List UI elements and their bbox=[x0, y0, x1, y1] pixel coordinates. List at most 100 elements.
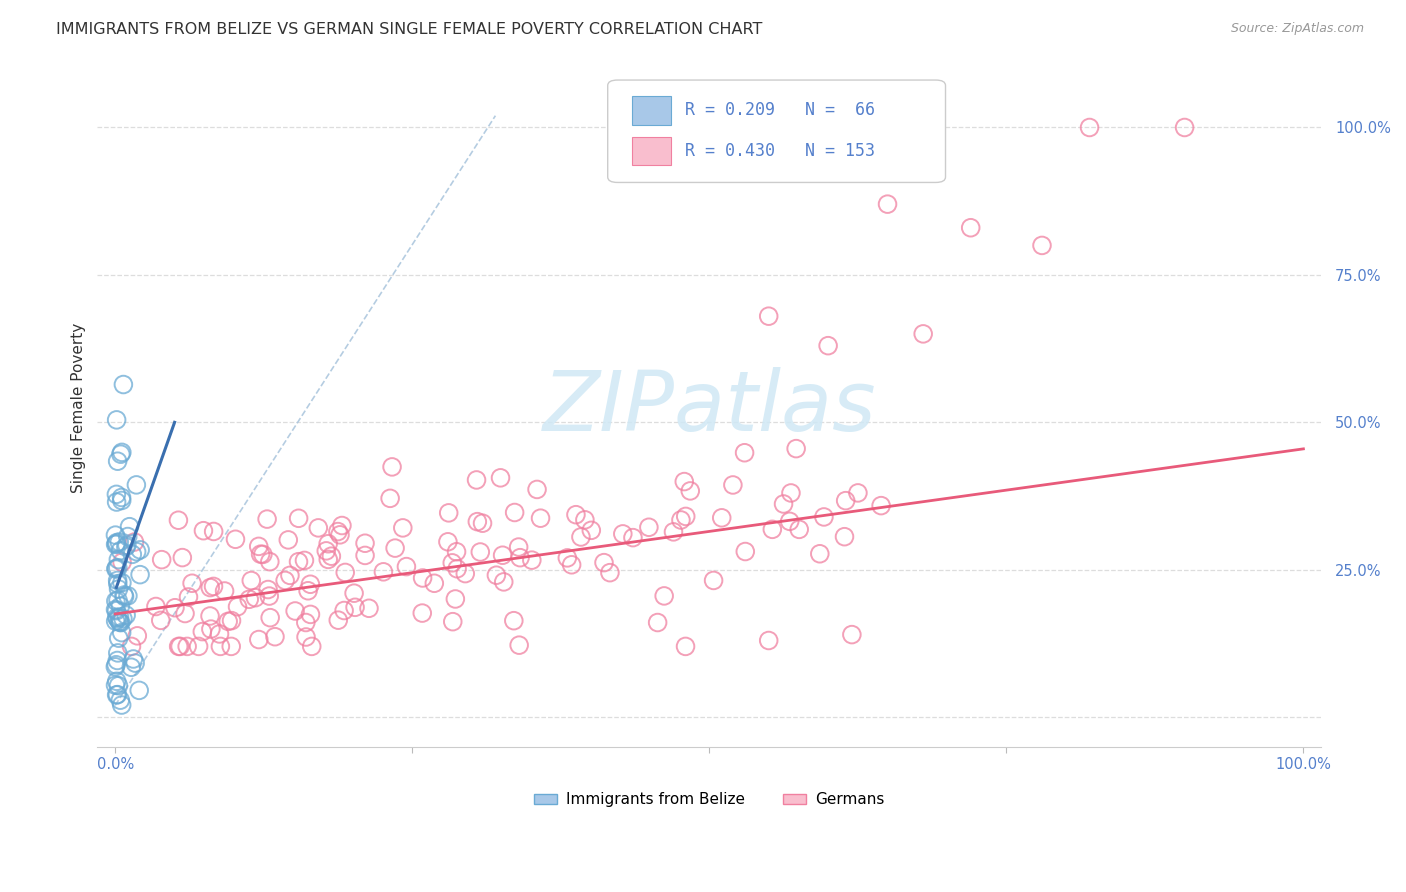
Point bbox=[117, 530, 139, 544]
Point bbox=[111, 555, 134, 569]
Point bbox=[808, 547, 831, 561]
Point bbox=[121, 547, 143, 561]
Point bbox=[758, 309, 780, 323]
Point bbox=[652, 589, 675, 603]
Point bbox=[437, 534, 460, 549]
Point bbox=[787, 522, 810, 536]
Point bbox=[734, 446, 756, 460]
Point bbox=[259, 555, 281, 569]
Point bbox=[193, 524, 215, 538]
Point bbox=[105, 688, 128, 702]
Point bbox=[110, 491, 132, 505]
Point bbox=[107, 679, 129, 693]
Point bbox=[959, 220, 981, 235]
Point bbox=[221, 614, 243, 628]
Point bbox=[785, 442, 807, 456]
Point bbox=[599, 566, 621, 580]
Point bbox=[333, 603, 356, 617]
Text: ZIPatlas: ZIPatlas bbox=[543, 368, 876, 448]
Point bbox=[209, 640, 232, 654]
Point bbox=[245, 591, 267, 605]
Point bbox=[354, 549, 377, 563]
Point bbox=[870, 499, 893, 513]
Point bbox=[163, 600, 186, 615]
Point bbox=[252, 548, 274, 562]
Point bbox=[391, 521, 413, 535]
Point bbox=[104, 614, 127, 628]
Point bbox=[111, 611, 134, 625]
Point bbox=[128, 683, 150, 698]
Point bbox=[446, 545, 468, 559]
Point bbox=[259, 610, 281, 624]
Point bbox=[118, 519, 141, 533]
Point bbox=[122, 652, 145, 666]
Point bbox=[125, 544, 148, 558]
Point bbox=[257, 582, 280, 597]
Point bbox=[177, 590, 200, 604]
Point bbox=[238, 592, 260, 607]
Point bbox=[107, 454, 129, 468]
Point bbox=[834, 530, 856, 544]
Point bbox=[107, 574, 129, 588]
Point bbox=[110, 693, 132, 707]
Point bbox=[176, 640, 198, 654]
Bar bbox=[633, 137, 671, 166]
Point bbox=[115, 538, 138, 552]
Point bbox=[112, 377, 135, 392]
Point bbox=[508, 638, 530, 652]
Point bbox=[441, 556, 464, 570]
Point bbox=[520, 553, 543, 567]
Point bbox=[574, 513, 596, 527]
Point bbox=[107, 593, 129, 607]
Point bbox=[115, 608, 138, 623]
Point bbox=[117, 589, 139, 603]
Point bbox=[257, 589, 280, 603]
Point bbox=[593, 556, 616, 570]
Point bbox=[202, 524, 225, 539]
Point bbox=[256, 512, 278, 526]
Point bbox=[278, 568, 301, 582]
Point bbox=[841, 627, 863, 641]
Point bbox=[703, 574, 725, 588]
Point bbox=[110, 615, 132, 630]
Point bbox=[441, 615, 464, 629]
Point bbox=[299, 577, 322, 591]
Point bbox=[395, 559, 418, 574]
Point bbox=[734, 544, 756, 558]
Point bbox=[330, 518, 353, 533]
Point bbox=[638, 520, 661, 534]
Point bbox=[219, 640, 242, 654]
Point bbox=[287, 555, 309, 569]
Point bbox=[104, 678, 127, 692]
Point bbox=[105, 495, 128, 509]
FancyBboxPatch shape bbox=[607, 80, 945, 183]
Legend: Immigrants from Belize, Germans: Immigrants from Belize, Germans bbox=[527, 787, 891, 814]
Point bbox=[647, 615, 669, 630]
Point bbox=[108, 535, 131, 549]
Point bbox=[226, 599, 249, 614]
Point bbox=[502, 614, 524, 628]
Point bbox=[287, 511, 309, 525]
Point bbox=[107, 688, 129, 702]
Point bbox=[354, 536, 377, 550]
Point bbox=[437, 506, 460, 520]
Point bbox=[105, 487, 128, 501]
Point bbox=[110, 447, 132, 461]
Y-axis label: Single Female Poverty: Single Female Poverty bbox=[72, 323, 86, 492]
Text: R = 0.430   N = 153: R = 0.430 N = 153 bbox=[685, 142, 875, 160]
Point bbox=[503, 506, 526, 520]
Point bbox=[491, 548, 513, 562]
Point bbox=[110, 543, 132, 558]
Point bbox=[240, 574, 263, 588]
Point bbox=[114, 540, 136, 554]
Point bbox=[508, 540, 530, 554]
Text: IMMIGRANTS FROM BELIZE VS GERMAN SINGLE FEMALE POVERTY CORRELATION CHART: IMMIGRANTS FROM BELIZE VS GERMAN SINGLE … bbox=[56, 22, 762, 37]
Point bbox=[105, 653, 128, 667]
Point bbox=[485, 568, 508, 582]
Point bbox=[876, 197, 898, 211]
Point bbox=[679, 483, 702, 498]
Point bbox=[110, 599, 132, 614]
Text: Source: ZipAtlas.com: Source: ZipAtlas.com bbox=[1230, 22, 1364, 36]
Point bbox=[124, 535, 146, 549]
Point bbox=[673, 475, 696, 489]
